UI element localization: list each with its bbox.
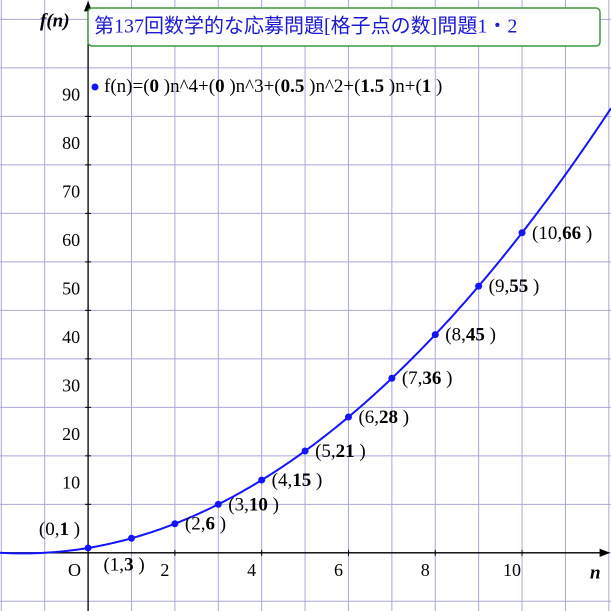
title-box: [87, 7, 601, 47]
data-point: [214, 500, 222, 508]
data-point: [475, 282, 483, 290]
x-tick-label: 2: [160, 560, 169, 580]
x-tick-label: 6: [334, 560, 343, 580]
point-label: (7,36 ): [402, 369, 453, 390]
data-point: [344, 413, 352, 421]
x-tick-label: 4: [247, 560, 256, 580]
x-tick-label: 10: [503, 560, 521, 580]
y-tick-label: 30: [62, 375, 80, 395]
point-label: (6,28 ): [358, 407, 409, 428]
point-label: (4,15 ): [272, 470, 323, 491]
point-label: (0,1 ): [39, 519, 80, 540]
chart-title: 第137回数学的な応募問題[格子点の数]問題1・2: [94, 15, 517, 38]
legend-text: f(n)=(0 )n^4+(0 )n^3+(0.5 )n^2+(1.5 )n+(…: [104, 76, 442, 97]
data-point: [431, 331, 439, 339]
data-point: [518, 229, 526, 237]
data-point: [388, 374, 396, 382]
x-tick-label: 8: [421, 560, 430, 580]
y-tick-label: 80: [62, 133, 80, 153]
data-point: [258, 476, 266, 484]
y-tick-label: 50: [62, 278, 80, 298]
y-tick-label: 10: [62, 472, 80, 492]
point-label: (10,66 ): [532, 223, 592, 244]
y-tick-label: 60: [62, 230, 80, 250]
legend-dot: [91, 83, 99, 91]
origin-label: O: [68, 560, 81, 580]
point-label: (8,45 ): [445, 325, 496, 346]
data-point: [127, 534, 135, 542]
data-point: [171, 520, 179, 528]
point-label: (2,6 ): [185, 514, 226, 535]
data-point: [301, 447, 309, 455]
point-label: (1,3 ): [103, 555, 144, 576]
x-axis-label: n: [590, 562, 601, 583]
y-tick-label: 70: [62, 181, 80, 201]
y-tick-label: 40: [62, 327, 80, 347]
point-label: (5,21 ): [315, 441, 366, 462]
data-point: [84, 544, 92, 552]
y-axis-label: f(n): [40, 10, 70, 31]
y-tick-label: 90: [62, 85, 80, 105]
point-label: (9,55 ): [489, 276, 540, 297]
y-tick-label: 20: [62, 424, 80, 444]
point-label: (3,10 ): [228, 495, 279, 516]
